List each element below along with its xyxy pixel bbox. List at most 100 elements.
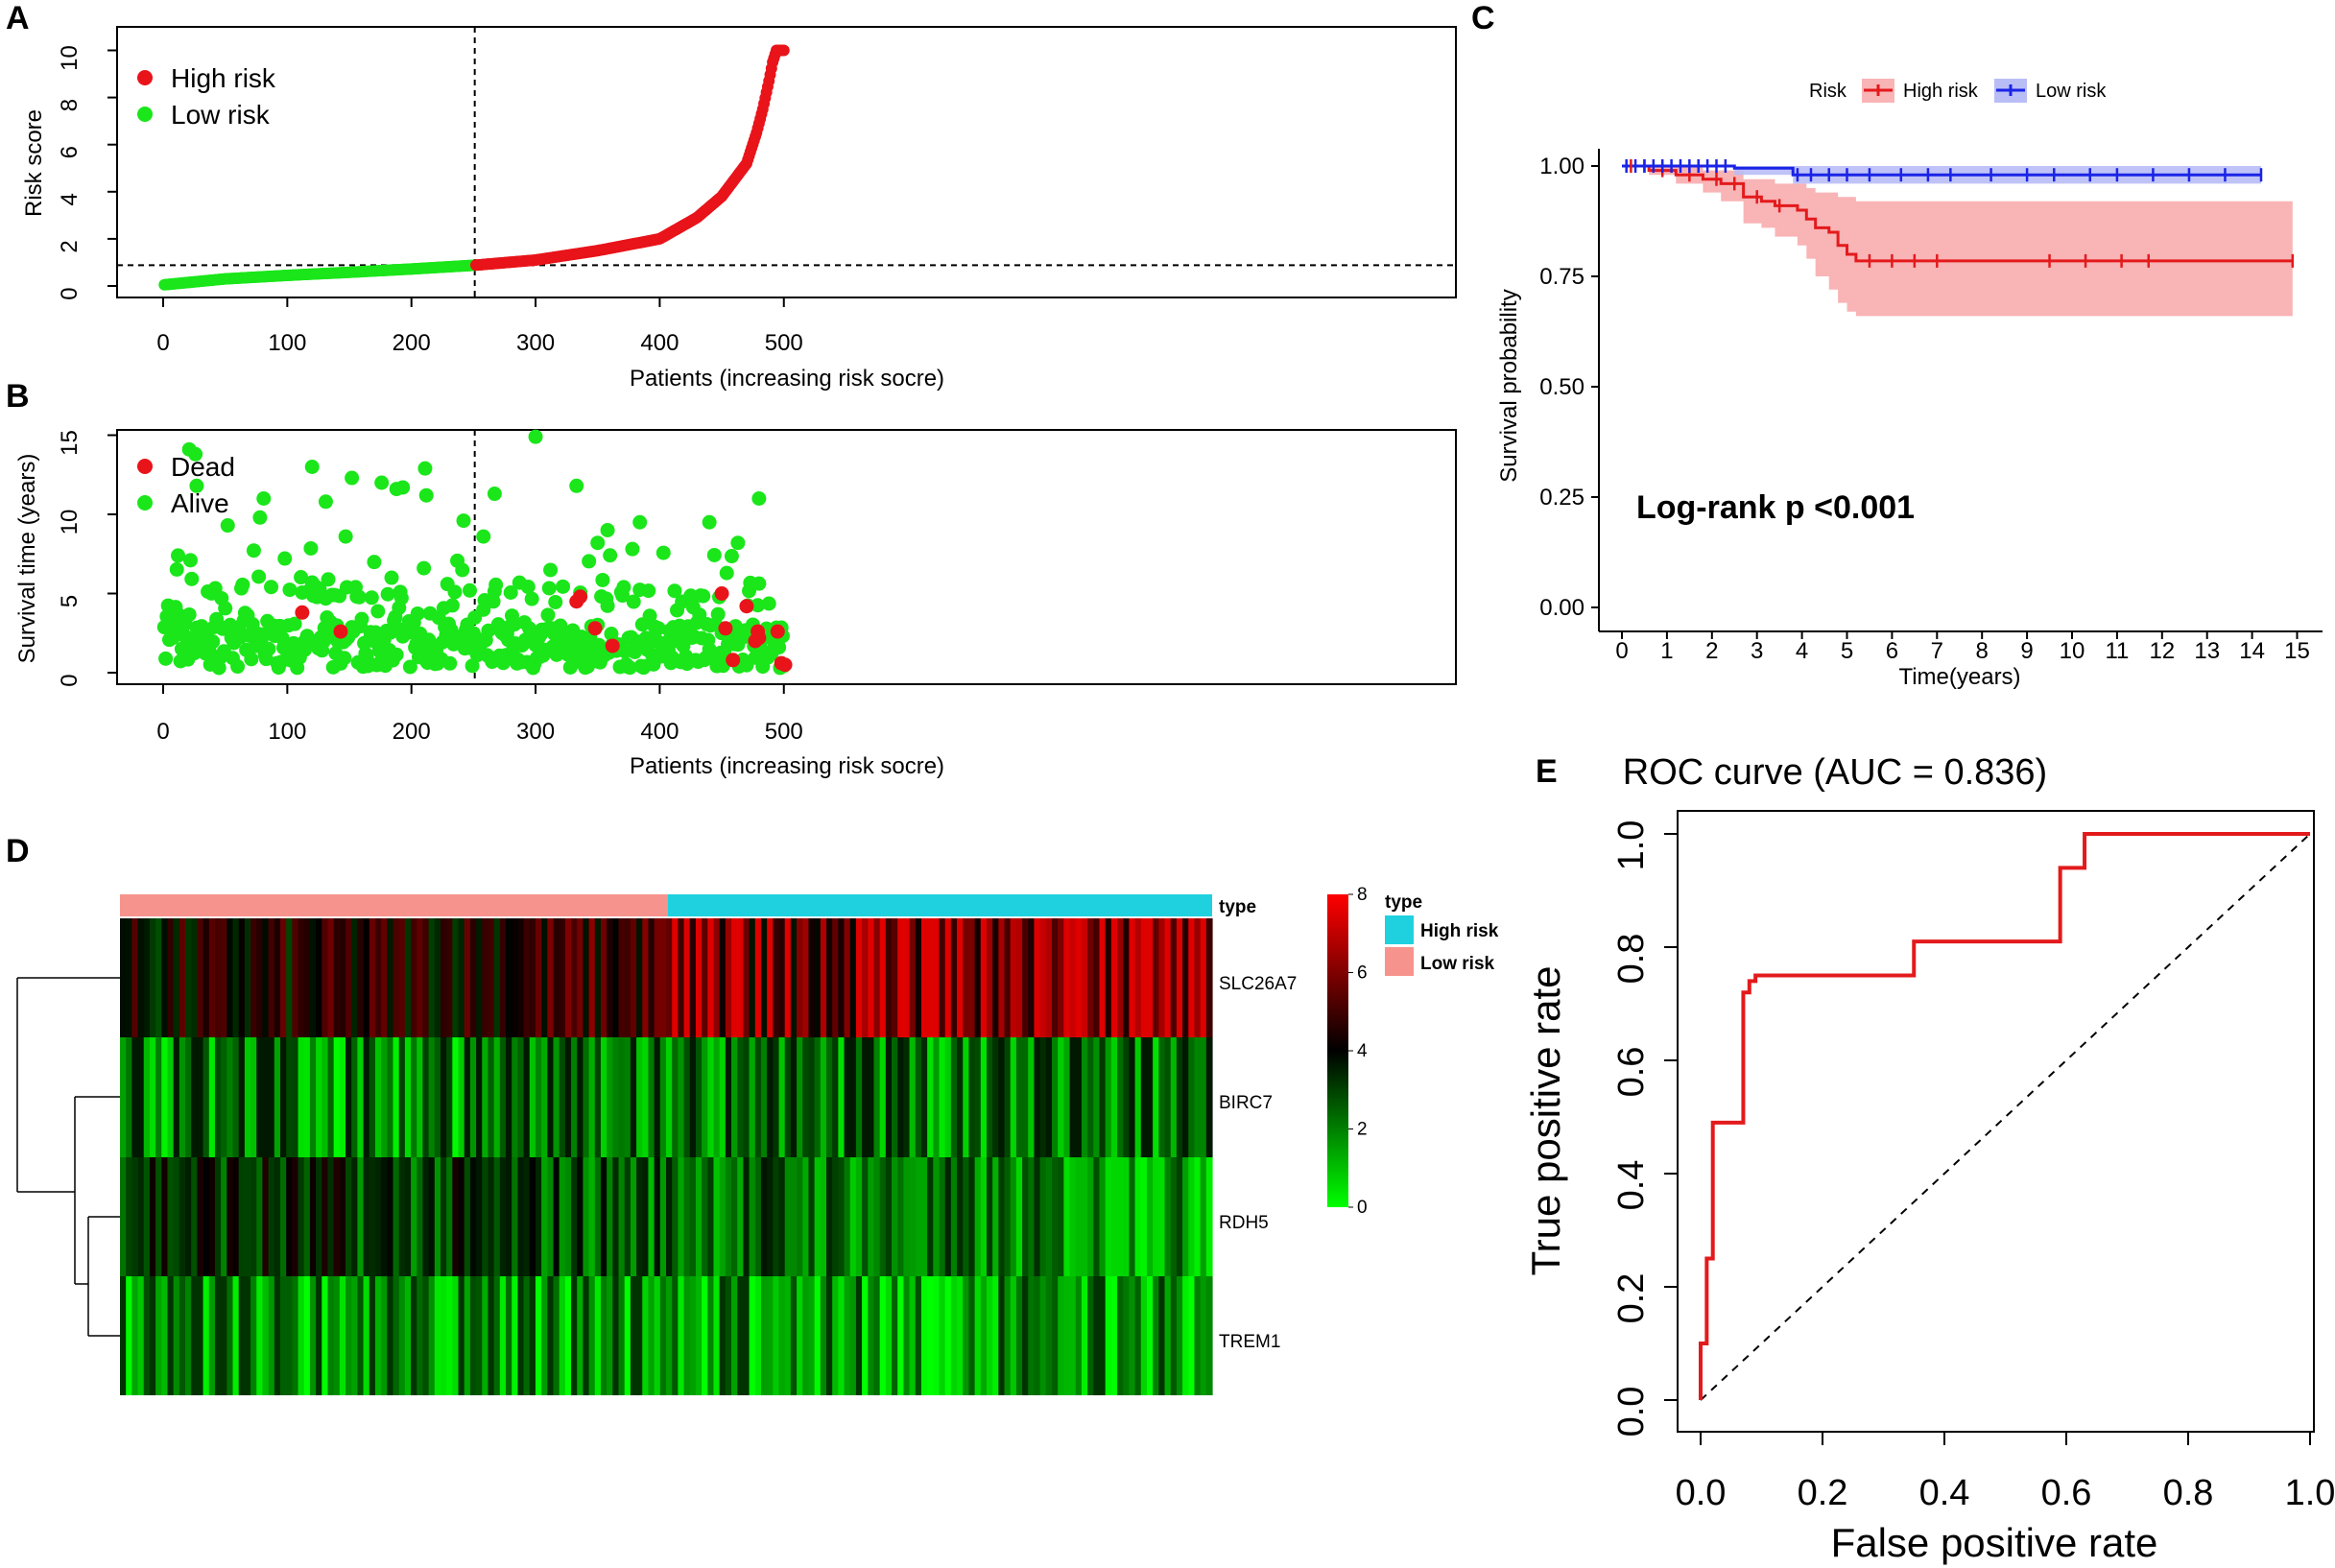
heatmap-cell — [797, 1037, 803, 1157]
alive-point — [724, 549, 739, 564]
roc-ytick-label: 0.8 — [1611, 934, 1652, 985]
heatmap-cell — [564, 1276, 572, 1395]
heatmap-cell — [1028, 918, 1036, 1037]
heatmap-cell — [583, 918, 590, 1037]
heatmap-cell — [939, 918, 946, 1037]
heatmap-cell — [849, 1037, 857, 1157]
heatmap-cell — [363, 1157, 370, 1276]
heatmap-cell — [920, 1157, 928, 1276]
heatmap-legend-title: type — [1385, 892, 1422, 913]
alive-point — [524, 591, 539, 606]
heatmap-cell — [309, 918, 317, 1037]
heatmap-cell — [588, 918, 596, 1037]
heatmap-cell — [137, 918, 145, 1037]
heatmap-cell — [702, 1157, 708, 1276]
alive-point — [303, 540, 319, 556]
heatmap-cell — [303, 1157, 311, 1276]
heatmap-cell — [143, 1037, 151, 1157]
heatmap-cell — [790, 1157, 798, 1276]
alive-point — [751, 576, 767, 591]
heatmap-cell — [767, 918, 774, 1037]
heatmap-cell — [648, 1157, 655, 1276]
roc-curve — [1699, 832, 2310, 1400]
heatmap-cell — [126, 1037, 132, 1157]
roc-xtick-label: 0.0 — [1676, 1473, 1727, 1513]
alive-point — [300, 632, 316, 648]
panel-c-xtick-label: 14 — [2239, 638, 2265, 664]
heatmap-cell — [547, 1276, 555, 1395]
heatmap-cell — [137, 1037, 145, 1157]
heatmap-cell — [541, 918, 548, 1037]
heatmap-cell — [143, 918, 151, 1037]
heatmap-cell — [868, 918, 875, 1037]
alive-point — [277, 551, 293, 566]
alive-point — [417, 461, 433, 476]
alive-point — [354, 611, 369, 627]
heatmap-cell — [250, 1276, 257, 1395]
heatmap-cell — [1164, 1276, 1172, 1395]
heatmap-cell — [636, 918, 643, 1037]
panel-b-xtick-label: 500 — [765, 719, 803, 745]
heatmap-cell — [351, 1157, 358, 1276]
panel-c-xtick-label: 6 — [1886, 638, 1898, 664]
heatmap-cell — [1022, 1037, 1029, 1157]
heatmap-cell — [428, 1276, 436, 1395]
heatmap-cell — [743, 1037, 751, 1157]
alive-point — [541, 581, 557, 596]
heatmap-cell — [238, 1276, 246, 1395]
heatmap-cell — [648, 918, 655, 1037]
dead-point — [587, 621, 603, 636]
heatmap-cell — [238, 918, 246, 1037]
heatmap-cell — [1034, 918, 1041, 1037]
heatmap-cell — [702, 918, 708, 1037]
alive-point — [169, 561, 184, 577]
heatmap-cell — [553, 1157, 560, 1276]
alive-point — [261, 641, 276, 656]
heatmap-cell — [1063, 1037, 1071, 1157]
heatmap-cell — [825, 1037, 833, 1157]
heatmap-cell — [351, 1037, 358, 1157]
alive-point — [622, 660, 637, 676]
heatmap-cell — [221, 1037, 227, 1157]
heatmap-cell — [1170, 918, 1178, 1037]
roc-diagonal — [1700, 833, 2311, 1401]
heatmap-cell — [1105, 1276, 1112, 1395]
heatmap-cell — [250, 918, 257, 1037]
alive-point — [683, 588, 699, 604]
heatmap-cell — [1140, 1157, 1148, 1276]
heatmap-cell — [137, 1276, 145, 1395]
heatmap-cell — [642, 1037, 650, 1157]
heatmap-cell — [612, 918, 620, 1037]
heatmap-cell — [1075, 1276, 1083, 1395]
heatmap-cell — [339, 1157, 346, 1276]
heatmap-cell — [493, 1037, 501, 1157]
heatmap-cell — [731, 1037, 738, 1157]
heatmap-cell — [624, 1157, 631, 1276]
heatmap-cell — [1093, 1276, 1101, 1395]
heatmap-cell — [689, 1037, 697, 1157]
heatmap-cell — [517, 1276, 525, 1395]
heatmap-cell — [808, 918, 816, 1037]
heatmap-cell — [161, 1157, 169, 1276]
panel-c-xlabel: Time(years) — [1898, 664, 2020, 690]
heatmap-cell — [286, 1157, 293, 1276]
heatmap-cell — [244, 1157, 251, 1276]
heatmap-cell — [262, 1037, 270, 1157]
panel-a-risk-score-plot: 0 100 200 300 400 500 0 2 4 6 8 10 High risk Low ri… — [21, 26, 1457, 392]
heatmap-cell — [292, 1276, 299, 1395]
heatmap-cell — [862, 1157, 869, 1276]
alive-point — [761, 596, 776, 611]
panel-c-xtick-label: 10 — [2060, 638, 2085, 664]
panel-letter-a: A — [6, 0, 30, 36]
heatmap-cell — [1200, 918, 1207, 1037]
heatmap-cell — [778, 1157, 786, 1276]
alive-point — [374, 475, 390, 490]
panel-b-ytick-label: 15 — [57, 430, 83, 456]
alive-point — [218, 601, 233, 616]
heatmap-cell — [731, 1276, 738, 1395]
heatmap-cell — [411, 1037, 417, 1157]
alive-point — [181, 606, 197, 622]
heatmap-cell — [482, 1276, 489, 1395]
panel-b-xlabel: Patients (increasing risk socre) — [630, 753, 944, 779]
heatmap-cell — [339, 1037, 346, 1157]
